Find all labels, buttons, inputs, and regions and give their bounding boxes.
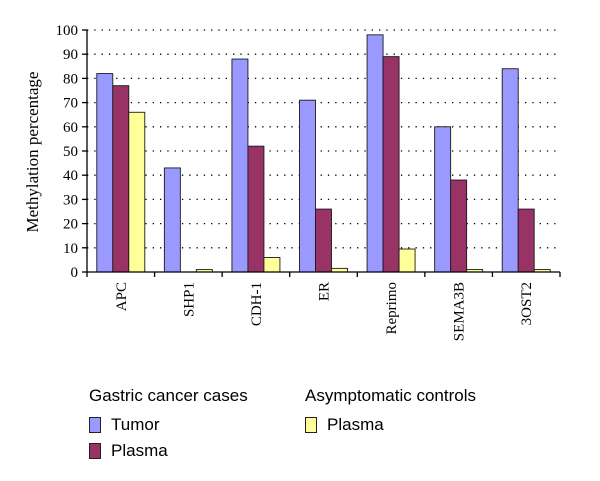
y-tick-label-3: 30 [63,192,78,208]
bar-3ost2-series-1 [517,208,535,273]
bar-cdh1-series-2 [263,257,281,273]
legend-item-tumor: Tumor [89,415,160,435]
legend-swatch-controls-plasma [305,417,317,433]
legend-group-controls: Asymptomatic controls [305,386,476,405]
bar-cdh1-series-0 [231,58,249,273]
bar-sema3b-series-1 [450,179,468,273]
bar-3ost2-series-0 [501,68,519,273]
axes [82,29,561,277]
legend-item-controls-plasma: Plasma [305,415,384,435]
bar-cdh1-series-1 [247,145,265,273]
y-tick-label-8: 80 [63,71,78,87]
y-tick-label-9: 90 [63,47,78,63]
legend-label-tumor: Tumor [111,415,160,434]
y-tick-label-2: 20 [63,217,78,233]
bar-apc-series-1 [112,85,130,273]
y-tick-label-5: 50 [63,144,78,160]
x-tick-label-reprimo: Reprimo [384,282,400,335]
y-tick-label-4: 40 [63,168,78,184]
bars [96,34,551,273]
bar-er-series-0 [299,99,316,273]
methylation-bar-chart: 0 10 20 30 40 50 60 70 80 90 100 APC SHP1 CDH-1 ER Rep… [23,23,561,341]
bar-apc-series-0 [96,73,114,273]
bar-reprimo-series-0 [366,34,384,273]
bar-reprimo-series-1 [382,56,400,273]
x-tick-label-cdh1: CDH-1 [249,282,265,326]
legend-label-plasma: Plasma [111,441,168,460]
y-tick-labels: 0 10 20 30 40 50 60 70 80 90 100 [56,23,79,281]
y-tick-label-0: 0 [71,265,79,281]
bar-apc-series-2 [128,111,146,273]
x-tick-label-sema3b: SEMA3B [452,282,468,341]
y-tick-label-1: 10 [63,241,78,257]
legend-item-plasma: Plasma [89,441,168,461]
x-tick-label-3ost2: 3OST2 [519,282,535,325]
y-tick-label-6: 60 [63,120,78,136]
y-tick-label-7: 70 [63,96,78,112]
x-tick-label-shp1: SHP1 [181,282,197,317]
legend-swatch-plasma [89,443,101,459]
x-tick-label-apc: APC [114,282,130,311]
x-tick-labels: APC SHP1 CDH-1 ER Reprimo SEMA3B 3OST2 [114,282,535,341]
legend-group-cases: Gastric cancer cases [89,386,248,405]
bar-reprimo-series-2 [398,248,416,273]
bar-er-series-1 [315,208,332,273]
bar-sema3b-series-0 [434,126,452,273]
y-tick-label-10: 100 [56,23,79,39]
x-tick-label-er: ER [317,282,333,301]
legend-label-controls-plasma: Plasma [327,415,384,434]
y-axis-label: Methylation percentage [23,72,42,233]
legend-swatch-tumor [89,417,101,433]
bar-shp1-series-0 [163,167,181,273]
